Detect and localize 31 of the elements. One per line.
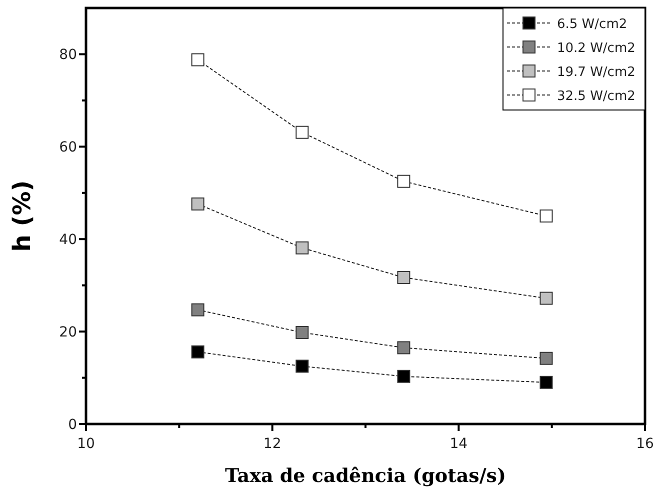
legend-label: 10.2 W/cm2 [557,41,636,56]
x-tick-label: 10 [77,436,95,452]
y-tick-label: 40 [59,232,77,248]
point [540,210,553,222]
legend-label: 32.5 W/cm2 [557,89,636,104]
point [296,241,309,254]
y-axis-title: h (%) [8,180,36,252]
x-tick-label: 16 [636,436,654,452]
point [397,174,410,188]
point [191,345,204,358]
point [397,370,410,383]
point [296,360,309,373]
y-tick-label: 60 [59,140,77,156]
y-tick-label: 20 [59,324,77,341]
point [540,376,553,389]
point [397,270,410,284]
y-tick-label: 80 [59,47,77,64]
point [191,303,204,316]
point [296,326,309,339]
point [191,197,204,210]
point [540,352,553,365]
x-axis-title: Taxa de cadência (gotas/s) [224,465,506,487]
point [540,292,553,305]
point [191,53,204,66]
point [397,341,410,354]
x-tick-label: 14 [450,436,468,452]
y-tick-label: 0 [68,417,77,433]
x-tick-label: 12 [263,436,282,452]
legend-label: 6.5 W/cm2 [557,17,628,32]
point [296,126,309,139]
legend-label: 19.7 W/cm2 [557,65,636,80]
